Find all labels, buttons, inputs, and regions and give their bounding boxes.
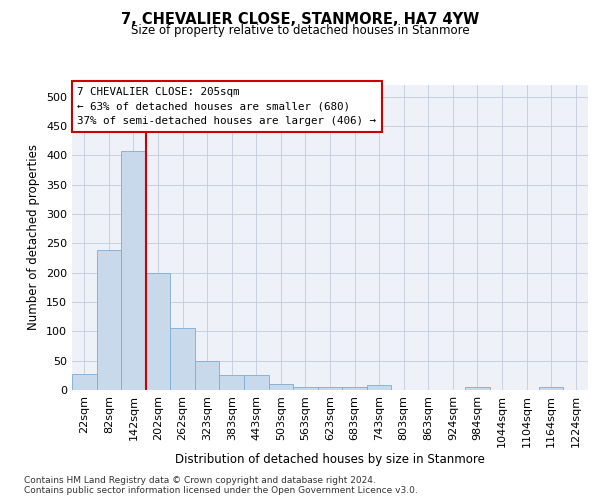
X-axis label: Distribution of detached houses by size in Stanmore: Distribution of detached houses by size … — [175, 452, 485, 466]
Bar — [195, 362, 220, 390]
Bar — [269, 384, 293, 390]
Bar — [293, 387, 318, 390]
Bar — [121, 152, 146, 390]
Bar — [72, 374, 97, 390]
Bar — [170, 328, 195, 390]
Bar — [97, 250, 121, 390]
Text: Contains public sector information licensed under the Open Government Licence v3: Contains public sector information licen… — [24, 486, 418, 495]
Bar — [539, 387, 563, 390]
Text: 7 CHEVALIER CLOSE: 205sqm
← 63% of detached houses are smaller (680)
37% of semi: 7 CHEVALIER CLOSE: 205sqm ← 63% of detac… — [77, 86, 376, 126]
Bar — [220, 376, 244, 390]
Y-axis label: Number of detached properties: Number of detached properties — [28, 144, 40, 330]
Text: Contains HM Land Registry data © Crown copyright and database right 2024.: Contains HM Land Registry data © Crown c… — [24, 476, 376, 485]
Bar — [244, 376, 269, 390]
Bar — [367, 386, 391, 390]
Bar — [465, 387, 490, 390]
Text: Size of property relative to detached houses in Stanmore: Size of property relative to detached ho… — [131, 24, 469, 37]
Bar — [318, 387, 342, 390]
Bar — [146, 272, 170, 390]
Bar — [342, 387, 367, 390]
Text: 7, CHEVALIER CLOSE, STANMORE, HA7 4YW: 7, CHEVALIER CLOSE, STANMORE, HA7 4YW — [121, 12, 479, 28]
